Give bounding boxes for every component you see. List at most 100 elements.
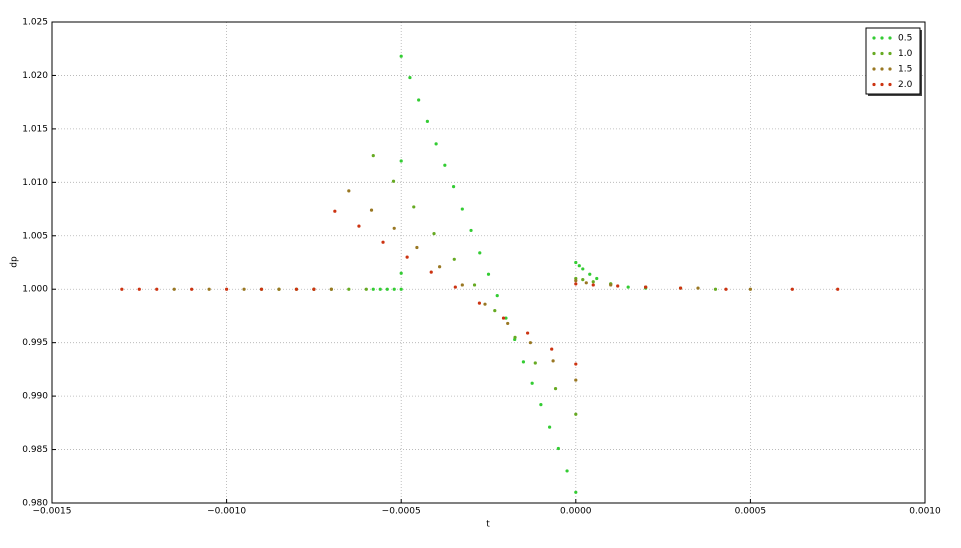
point <box>347 287 351 291</box>
point <box>434 142 438 146</box>
point <box>501 316 506 320</box>
point <box>506 321 510 326</box>
point <box>432 232 436 236</box>
point <box>591 283 595 287</box>
point <box>378 287 382 291</box>
point <box>528 341 533 345</box>
x-tick-label: −0.0015 <box>32 507 71 517</box>
point <box>724 287 728 291</box>
point <box>574 378 578 382</box>
point <box>371 287 375 291</box>
point <box>294 287 299 291</box>
point <box>392 287 396 291</box>
point <box>385 287 389 291</box>
legend-marker <box>872 67 876 71</box>
x-tick-label: 0.0010 <box>909 507 941 517</box>
y-tick-label: 1.020 <box>22 71 48 81</box>
point <box>172 287 176 291</box>
legend-marker <box>888 36 892 40</box>
point <box>405 255 409 259</box>
point <box>550 347 554 351</box>
point <box>408 75 412 80</box>
legend-marker <box>872 51 876 56</box>
point <box>381 240 385 244</box>
legend-marker <box>872 82 876 87</box>
point <box>460 283 464 287</box>
point <box>478 251 482 255</box>
point <box>574 362 578 366</box>
x-tick-label: −0.0010 <box>207 507 246 517</box>
point <box>329 287 333 291</box>
point <box>207 287 211 291</box>
legend: 0.5 1.0 1.5 2.0 <box>865 27 922 96</box>
y-tick-label: 1.005 <box>22 231 48 241</box>
y-tick-label: 1.010 <box>22 178 48 188</box>
plot-frame <box>51 21 926 504</box>
point <box>486 272 491 276</box>
point <box>574 282 578 286</box>
point <box>364 287 368 291</box>
point <box>399 54 403 58</box>
point <box>616 284 620 288</box>
point <box>574 279 578 283</box>
point <box>577 264 581 268</box>
point <box>574 490 578 494</box>
x-tick-label: −0.0005 <box>382 507 421 517</box>
point <box>533 361 537 365</box>
point <box>137 287 141 291</box>
point <box>588 272 592 276</box>
point <box>493 309 497 313</box>
point <box>453 285 457 289</box>
y-axis-label: dp <box>10 256 20 268</box>
point <box>539 403 543 407</box>
point <box>333 209 337 213</box>
point <box>415 245 419 250</box>
point <box>591 280 595 284</box>
legend-marker <box>880 82 884 87</box>
point <box>477 301 482 305</box>
y-tick-label: 0.980 <box>22 499 48 509</box>
point <box>155 287 159 291</box>
point <box>574 260 578 265</box>
point <box>392 226 396 230</box>
legend-marker <box>888 51 892 56</box>
point <box>452 257 456 261</box>
point <box>678 286 683 290</box>
point <box>565 469 569 473</box>
point <box>526 331 530 335</box>
y-tick-label: 0.990 <box>22 392 48 402</box>
x-axis-label: t <box>486 520 490 530</box>
legend-label: 1.5 <box>898 65 912 75</box>
legend-marker <box>880 36 884 40</box>
point <box>556 446 560 451</box>
legend-label: 0.5 <box>898 34 912 44</box>
point <box>836 287 840 291</box>
point <box>504 316 508 320</box>
point <box>530 381 534 385</box>
y-tick-label: 1.025 <box>22 18 48 28</box>
point <box>412 205 416 209</box>
point <box>425 119 429 124</box>
point <box>609 283 613 287</box>
point <box>225 287 229 291</box>
point <box>399 271 403 275</box>
point <box>595 276 599 281</box>
legend-marker <box>872 36 876 40</box>
point <box>443 163 447 167</box>
point <box>696 286 700 290</box>
legend-label: 1.0 <box>898 49 913 59</box>
point <box>644 285 648 289</box>
point <box>553 387 558 391</box>
point <box>399 159 403 163</box>
x-tick-label: 0.0005 <box>735 507 767 517</box>
point <box>548 425 552 429</box>
point <box>483 302 487 306</box>
point <box>574 412 578 416</box>
legend-marker <box>880 51 884 56</box>
point <box>581 267 585 271</box>
point <box>438 265 442 269</box>
point <box>790 287 794 291</box>
point <box>551 359 555 363</box>
y-tick-label: 1.000 <box>22 285 48 295</box>
